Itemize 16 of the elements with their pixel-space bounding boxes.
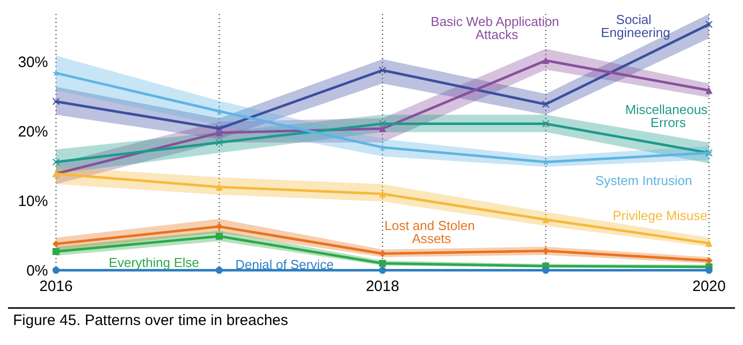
series-label: Basic Web Application Attacks [430,14,563,42]
series-label: Privilege Misuse [612,208,708,223]
x-tick-label: 2018 [366,278,400,295]
x-tick-label: 2020 [692,278,726,295]
series-label: Lost and Stolen Assets [384,218,478,246]
text: Figure 45. Patterns over time in breaches [13,312,288,329]
y-tick-label: 20% [18,124,48,141]
series-label: Everything Else [108,255,200,270]
series-label: System Intrusion [595,173,692,188]
series-label: Denial of Service [235,257,334,272]
y-tick-label: 0% [26,262,48,280]
x-tick-label: 2016 [39,278,73,295]
series-label: Social Engineering [600,12,670,40]
y-tick-label: 30% [18,54,48,72]
y-tick-label: 10% [18,193,48,210]
series-label: Miscellaneous Errors [625,102,712,130]
